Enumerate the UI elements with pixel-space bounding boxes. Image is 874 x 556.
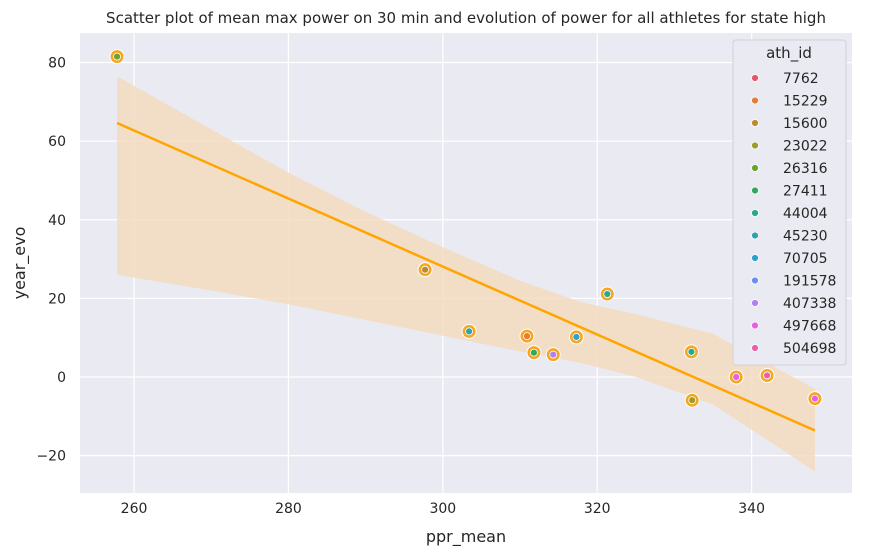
data-point: [530, 348, 538, 357]
legend-label: 27411: [783, 184, 828, 200]
confidence-band-area: [117, 76, 815, 472]
data-point: [523, 332, 531, 341]
y-tick-label: 0: [57, 370, 66, 386]
legend-label: 7762: [783, 71, 819, 87]
x-axis-label: ppr_mean: [426, 527, 506, 547]
legend-label: 497668: [783, 319, 836, 335]
y-tick-label: 60: [48, 134, 66, 150]
legend-marker: [751, 141, 759, 150]
legend-marker: [751, 231, 759, 240]
legend-label: 26316: [783, 161, 828, 177]
regression-line: [116, 121, 816, 432]
legend-marker: [751, 96, 759, 105]
y-tick-label: 80: [48, 55, 66, 71]
data-point: [688, 396, 697, 405]
legend-marker: [751, 186, 759, 195]
y-tick-label: 20: [48, 291, 66, 307]
data-point: [572, 333, 581, 341]
legend-label: 407338: [783, 296, 836, 312]
y-tick-label: −20: [36, 449, 66, 465]
data-point: [603, 290, 612, 298]
legend-box: [732, 39, 847, 366]
legend-marker: [751, 344, 759, 352]
legend-marker: [751, 164, 759, 172]
data-point: [113, 52, 121, 61]
data-point: [687, 347, 696, 356]
legend-label: 15229: [783, 94, 828, 110]
legend-label: 70705: [783, 251, 828, 267]
legend-title: ath_id: [766, 44, 812, 63]
x-tick-labels: 260 280 300 320 340: [121, 501, 765, 517]
legend-items: 7762 15229 15600 23022 26316 27411 44004 45230 7…: [751, 71, 836, 357]
data-point: [421, 265, 429, 274]
legend-label: 15600: [783, 116, 828, 132]
data-point: [549, 350, 558, 359]
x-tick-label: 260: [121, 501, 148, 517]
data-point: [732, 373, 741, 381]
legend-label: 23022: [783, 139, 828, 155]
confidence-band: [117, 76, 815, 472]
legend-label: 504698: [783, 341, 836, 357]
legend-label: 45230: [783, 229, 828, 245]
data-points: [109, 49, 823, 408]
data-point: [811, 394, 819, 403]
legend-marker: [751, 74, 759, 82]
data-point: [465, 327, 473, 336]
legend-marker: [751, 254, 759, 262]
x-tick-label: 300: [429, 501, 456, 517]
y-tick-labels: −20 0 20 40 60 80: [36, 55, 66, 464]
legend-label: 44004: [783, 206, 828, 222]
data-point: [763, 371, 771, 380]
chart-title: Scatter plot of mean max power on 30 min…: [106, 9, 826, 27]
regression-line-group: [116, 121, 816, 432]
y-axis-label: year_evo: [10, 227, 30, 300]
legend-marker: [751, 119, 759, 127]
legend-marker: [751, 276, 759, 285]
x-tick-label: 280: [275, 501, 302, 517]
x-tick-label: 320: [584, 501, 611, 517]
legend-marker: [751, 321, 759, 330]
legend: ath_id 7762 15229 15600 23022 26316 27411 4400…: [732, 39, 847, 366]
y-tick-label: 40: [48, 213, 66, 229]
legend-label: 191578: [783, 274, 836, 290]
legend-marker: [751, 209, 759, 217]
legend-marker: [751, 299, 759, 307]
x-tick-label: 340: [738, 501, 765, 517]
